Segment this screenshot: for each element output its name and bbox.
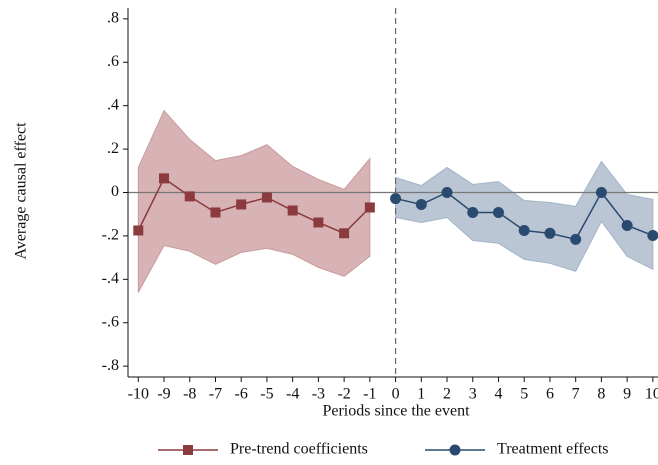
legend-label: Pre-trend coefficients	[230, 441, 368, 458]
point	[467, 206, 479, 218]
point	[339, 228, 350, 239]
point	[595, 187, 607, 198]
x-tick-label: 9	[623, 386, 631, 403]
point	[287, 205, 298, 216]
y-axis-label: Average causal effect	[13, 122, 30, 260]
x-tick-label: -6	[235, 386, 248, 403]
x-tick-label: -4	[286, 386, 299, 403]
point	[647, 229, 658, 241]
point	[159, 173, 170, 184]
point	[390, 193, 402, 205]
x-tick-label: -9	[157, 386, 170, 403]
y-tick-label: -.6	[102, 313, 119, 330]
y-tick-label: .4	[107, 96, 119, 113]
x-tick-label: -2	[337, 386, 350, 403]
point	[210, 207, 221, 218]
x-tick-label: -10	[128, 386, 149, 403]
point	[236, 199, 247, 210]
x-tick-label: -5	[260, 386, 273, 403]
point	[415, 198, 427, 210]
point	[313, 217, 324, 228]
x-tick-label: 8	[597, 386, 605, 403]
legend-marker	[449, 444, 461, 456]
y-tick-label: 0	[111, 183, 119, 200]
x-tick-label: 6	[546, 386, 554, 403]
y-tick-label: .6	[107, 53, 119, 70]
x-axis-label: Periods since the event	[322, 403, 470, 420]
y-tick-label: -.2	[102, 227, 119, 244]
x-tick-label: -8	[183, 386, 196, 403]
x-tick-label: 10	[645, 386, 658, 403]
x-tick-label: -3	[312, 386, 325, 403]
point	[518, 224, 530, 236]
x-tick-label: 2	[443, 386, 451, 403]
point	[570, 233, 582, 245]
point	[544, 227, 556, 239]
series-line	[137, 177, 371, 235]
x-tick-label: 0	[392, 386, 400, 403]
legend-label: Treatment effects	[497, 441, 609, 458]
y-tick-label: .2	[107, 140, 119, 157]
confidence-band	[395, 160, 654, 272]
x-tick-label: 5	[520, 386, 528, 403]
x-tick-label: 3	[469, 386, 477, 403]
point	[261, 192, 272, 203]
x-tick-label: 7	[572, 386, 580, 403]
point	[492, 206, 504, 218]
point	[621, 219, 633, 231]
y-tick-label: -.8	[102, 357, 119, 374]
y-tick-label: -.4	[102, 270, 119, 287]
legend-marker	[183, 445, 193, 455]
point	[184, 191, 195, 202]
x-tick-label: 4	[494, 386, 502, 403]
x-tick-label: -7	[209, 386, 222, 403]
y-tick-label: .8	[107, 10, 119, 27]
point	[364, 202, 375, 213]
x-tick-label: 1	[417, 386, 425, 403]
point	[133, 225, 144, 236]
point	[441, 187, 453, 198]
x-tick-label: -1	[363, 386, 376, 403]
